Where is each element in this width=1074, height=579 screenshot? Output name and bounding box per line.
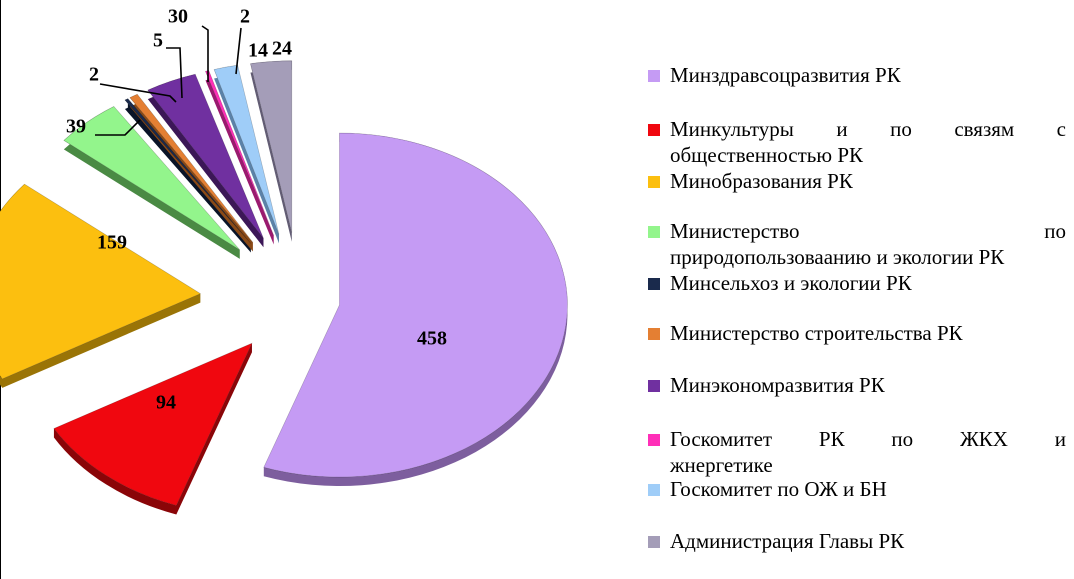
legend-label-line1: Министерство по xyxy=(670,219,1066,243)
leader-line-minstroy xyxy=(166,47,183,99)
data-label-minobr: 159 xyxy=(97,232,127,254)
leader-line-goskomzhkh xyxy=(235,27,242,75)
legend-label-line2: природопользоваанию и экологии РК xyxy=(670,245,1005,269)
legend-label-line1: Минобразования РК xyxy=(670,169,853,193)
slice-minprirod xyxy=(63,106,240,251)
slice-depth-minstroy xyxy=(129,94,253,252)
slice-depth-minekonom xyxy=(147,74,264,248)
legend-item-minstroy: Министерство строительства РК xyxy=(648,320,1066,346)
pie-label-layer: 458 94 159 39 2 530 2 14 24 xyxy=(66,6,447,414)
slice-depth-minprirod xyxy=(63,106,240,259)
data-label-admglavy: 24 xyxy=(272,38,292,60)
leader-line-minselkhoz xyxy=(99,83,177,103)
legend-item-minobr: Минобразования РК xyxy=(648,168,1066,194)
legend-swatch xyxy=(648,176,660,188)
slice-admglavy xyxy=(250,60,293,233)
slice-depth-goskomozh xyxy=(214,65,279,244)
data-label-goskomzhkh: 2 xyxy=(240,6,250,28)
data-label-minstroy: 5 xyxy=(153,30,163,52)
data-label-minzdrav: 458 xyxy=(417,328,447,350)
legend-label-line1: Минсельхоз и экологии РК xyxy=(670,271,912,295)
legend-label-line1: Минэкономразвития РК xyxy=(670,373,885,397)
slice-minekonom xyxy=(147,73,264,239)
legend-item-minzdrav: Минздравсоцразвития РК xyxy=(648,62,1066,88)
legend-swatch xyxy=(648,536,660,548)
data-label-minprirod: 39 xyxy=(66,116,86,138)
legend-swatch xyxy=(648,380,660,392)
legend-item-minprirod: Министерство по природопользоваанию и эко… xyxy=(648,218,1066,270)
legend-swatch xyxy=(648,484,660,496)
data-label-goskomozh: 14 xyxy=(248,40,268,62)
legend-item-admglavy: Администрация Главы РК xyxy=(648,528,1066,554)
legend-label-line1: Госкомитет РК по ЖКХ и xyxy=(670,427,1066,451)
legend-item-minselkhoz: Минсельхоз и экологии РК xyxy=(648,270,1066,296)
pie-top-layer xyxy=(0,60,568,506)
legend-swatch xyxy=(648,124,660,136)
slice-depth-admglavy xyxy=(250,60,292,242)
legend-label-line2: общественностью РК xyxy=(670,143,864,167)
data-label-minkult: 94 xyxy=(156,392,176,414)
legend-label-line1: Администрация Главы РК xyxy=(670,529,905,553)
legend-swatch xyxy=(648,70,660,82)
legend-swatch xyxy=(648,434,660,446)
legend-swatch xyxy=(648,226,660,238)
data-label-minekonom: 30 xyxy=(168,6,188,28)
slice-minzdrav xyxy=(263,132,568,478)
pie-depth-layer xyxy=(0,60,568,515)
slice-minkult xyxy=(53,342,253,506)
legend-label-line2: жнергетике xyxy=(670,453,773,477)
legend-item-minekonom: Минэкономразвития РК xyxy=(648,372,1066,398)
slice-depth-goskomzhkh xyxy=(205,70,274,245)
slice-minselkhoz xyxy=(124,98,252,244)
leader-line-minekonom xyxy=(201,25,209,82)
legend-swatch xyxy=(648,278,660,290)
data-label-minselkhoz: 2 xyxy=(89,64,99,86)
legend-swatch xyxy=(648,328,660,340)
legend-label-line1: Минздравсоцразвития РК xyxy=(670,63,901,87)
legend-label-line1: Министерство строительства РК xyxy=(670,321,963,345)
legend-item-minkult: Минкультуры и по связям с общественностью… xyxy=(648,116,1066,168)
slice-depth-minkult xyxy=(53,343,252,515)
legend-label-line1: Минкультуры и по связям с xyxy=(670,117,1066,141)
slice-minstroy xyxy=(129,93,254,243)
legend-item-goskomozh: Госкомитет по ОЖ и БН xyxy=(648,476,1066,502)
legend-label-line1: Госкомитет по ОЖ и БН xyxy=(670,477,887,501)
leader-line-minprirod xyxy=(95,119,141,136)
legend-item-goskomzhkh: Госкомитет РК по ЖКХ и жнергетике xyxy=(648,426,1066,478)
slice-goskomzhkh xyxy=(205,70,275,236)
pie-chart: 458 94 159 39 2 530 2 14 24 xyxy=(0,6,568,515)
slice-minobr xyxy=(0,183,202,380)
